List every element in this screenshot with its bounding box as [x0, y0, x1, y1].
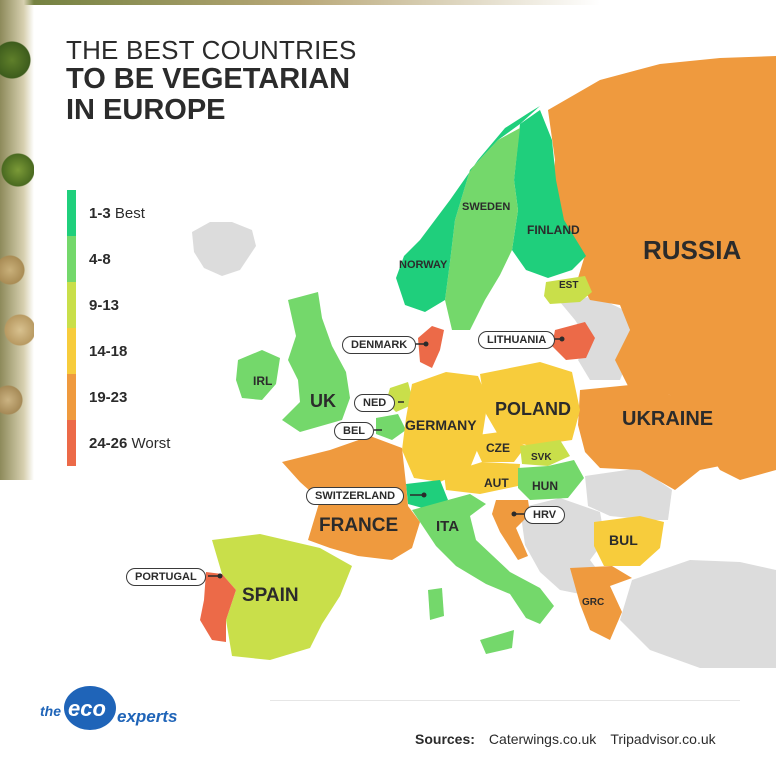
legend-swatch	[67, 190, 76, 236]
leader-dot-portugal	[217, 573, 223, 579]
leader-dot-croatia	[511, 511, 517, 517]
label-bulgaria: BUL	[609, 532, 638, 548]
legend-range: 1-3	[89, 204, 111, 222]
legend: 1-3 Best 4-8 9-13 14-18 19-23 24-26 Wors…	[67, 190, 170, 466]
label-poland: POLAND	[495, 399, 571, 419]
callout-netherlands: NED	[354, 394, 396, 412]
sources-label: Sources:	[415, 731, 475, 747]
legend-range: 9-13	[89, 296, 120, 314]
title-line-3: IN EUROPE	[66, 94, 226, 127]
region-greece	[570, 566, 632, 640]
region-belgium	[376, 414, 406, 440]
legend-swatch	[67, 328, 76, 374]
region-germany	[402, 372, 488, 482]
leader-dot-denmark	[423, 341, 429, 347]
region-ukraine	[578, 385, 755, 490]
title-line-2: TO BE VEGETARIAN	[66, 63, 351, 96]
region-denmark	[418, 326, 444, 368]
legend-range: 24-26	[89, 434, 128, 452]
eco-experts-logo: the eco experts	[40, 686, 177, 730]
logo-suffix: experts	[117, 707, 177, 726]
title-line-1: THE BEST COUNTRIES	[66, 35, 357, 65]
label-slovakia: SVK	[531, 452, 552, 463]
region-iceland	[192, 222, 256, 276]
label-norway: NORWAY	[399, 259, 448, 271]
region-portugal	[200, 572, 236, 642]
legend-swatch	[67, 236, 76, 282]
region-sweden	[445, 128, 520, 330]
map-title: THE BEST COUNTRIES TO BE VEGETARIAN IN E…	[66, 36, 357, 127]
label-austria: AUT	[484, 476, 509, 490]
legend-range: 14-18	[89, 342, 128, 360]
label-ukraine: UKRAINE	[622, 408, 714, 430]
legend-item-4-8: 4-8	[67, 236, 170, 282]
callout-belgium: BEL	[334, 422, 374, 440]
region-russia	[548, 56, 776, 480]
region-poland	[480, 362, 580, 446]
vegetable-photo-edge	[0, 0, 34, 480]
logo-brand: eco	[68, 696, 106, 721]
label-sweden: SWEDEN	[462, 201, 511, 213]
legend-item-1-3: 1-3 Best	[67, 190, 170, 236]
label-uk: UK	[310, 391, 336, 411]
region-romania-moldova	[585, 468, 672, 520]
legend-range: 19-23	[89, 388, 128, 406]
region-italy	[412, 494, 554, 624]
region-switzerland	[406, 480, 448, 510]
label-czechia: CZE	[486, 441, 510, 455]
source-tripadvisor: Tripadvisor.co.uk	[610, 731, 716, 747]
region-slovakia	[520, 440, 570, 466]
label-estonia: EST	[559, 280, 579, 291]
source-caterwings: Caterwings.co.uk	[488, 731, 597, 747]
region-norway	[396, 106, 540, 312]
region-bulgaria	[594, 516, 664, 566]
label-greece: GRC	[582, 597, 605, 608]
region-sardinia	[428, 588, 444, 620]
legend-item-9-13: 9-13	[67, 282, 170, 328]
footer-divider	[270, 700, 740, 701]
region-croatia	[492, 500, 530, 560]
legend-suffix: Worst	[127, 434, 171, 452]
region-austria	[444, 462, 520, 494]
region-spain	[212, 534, 352, 660]
region-sicily	[480, 630, 514, 654]
logo-prefix: the	[40, 703, 61, 719]
label-hungary: HUN	[532, 479, 558, 493]
leader-dot-switzerland	[421, 492, 427, 498]
region-ireland	[236, 350, 280, 400]
callout-switzerland: SWITZERLAND	[306, 487, 405, 505]
label-finland: FINLAND	[527, 223, 580, 237]
label-italy: ITA	[436, 518, 460, 535]
callout-denmark: DENMARK	[342, 336, 417, 354]
region-czechia	[470, 432, 526, 462]
label-ireland: IRL	[253, 374, 273, 388]
sources-footer: Sources: Caterwings.co.uk Tripadvisor.co.u…	[415, 731, 730, 747]
photo-top-strip	[0, 0, 600, 5]
legend-item-14-18: 14-18	[67, 328, 170, 374]
legend-suffix: Best	[110, 204, 145, 222]
callout-portugal: PORTUGAL	[126, 568, 206, 586]
region-turkey	[620, 560, 776, 668]
legend-swatch	[67, 282, 76, 328]
label-spain: SPAIN	[242, 585, 299, 606]
region-estonia	[544, 276, 592, 304]
callout-lithuania: LITHUANIA	[478, 331, 556, 349]
region-uk	[282, 292, 350, 432]
label-germany: GERMANY	[405, 417, 477, 433]
region-lithuania	[552, 322, 595, 360]
leader-dot-lithuania	[559, 336, 565, 342]
legend-item-19-23: 19-23	[67, 374, 170, 420]
callout-croatia: HRV	[524, 506, 566, 524]
legend-range: 4-8	[89, 250, 111, 268]
legend-swatch	[67, 420, 76, 466]
legend-item-24-26: 24-26 Worst	[67, 420, 170, 466]
region-finland	[512, 110, 586, 278]
label-russia: RUSSIA	[643, 235, 742, 265]
legend-swatch	[67, 374, 76, 420]
region-belarus-baltics	[560, 296, 632, 380]
region-hungary	[518, 460, 584, 500]
label-france: FRANCE	[319, 515, 399, 536]
